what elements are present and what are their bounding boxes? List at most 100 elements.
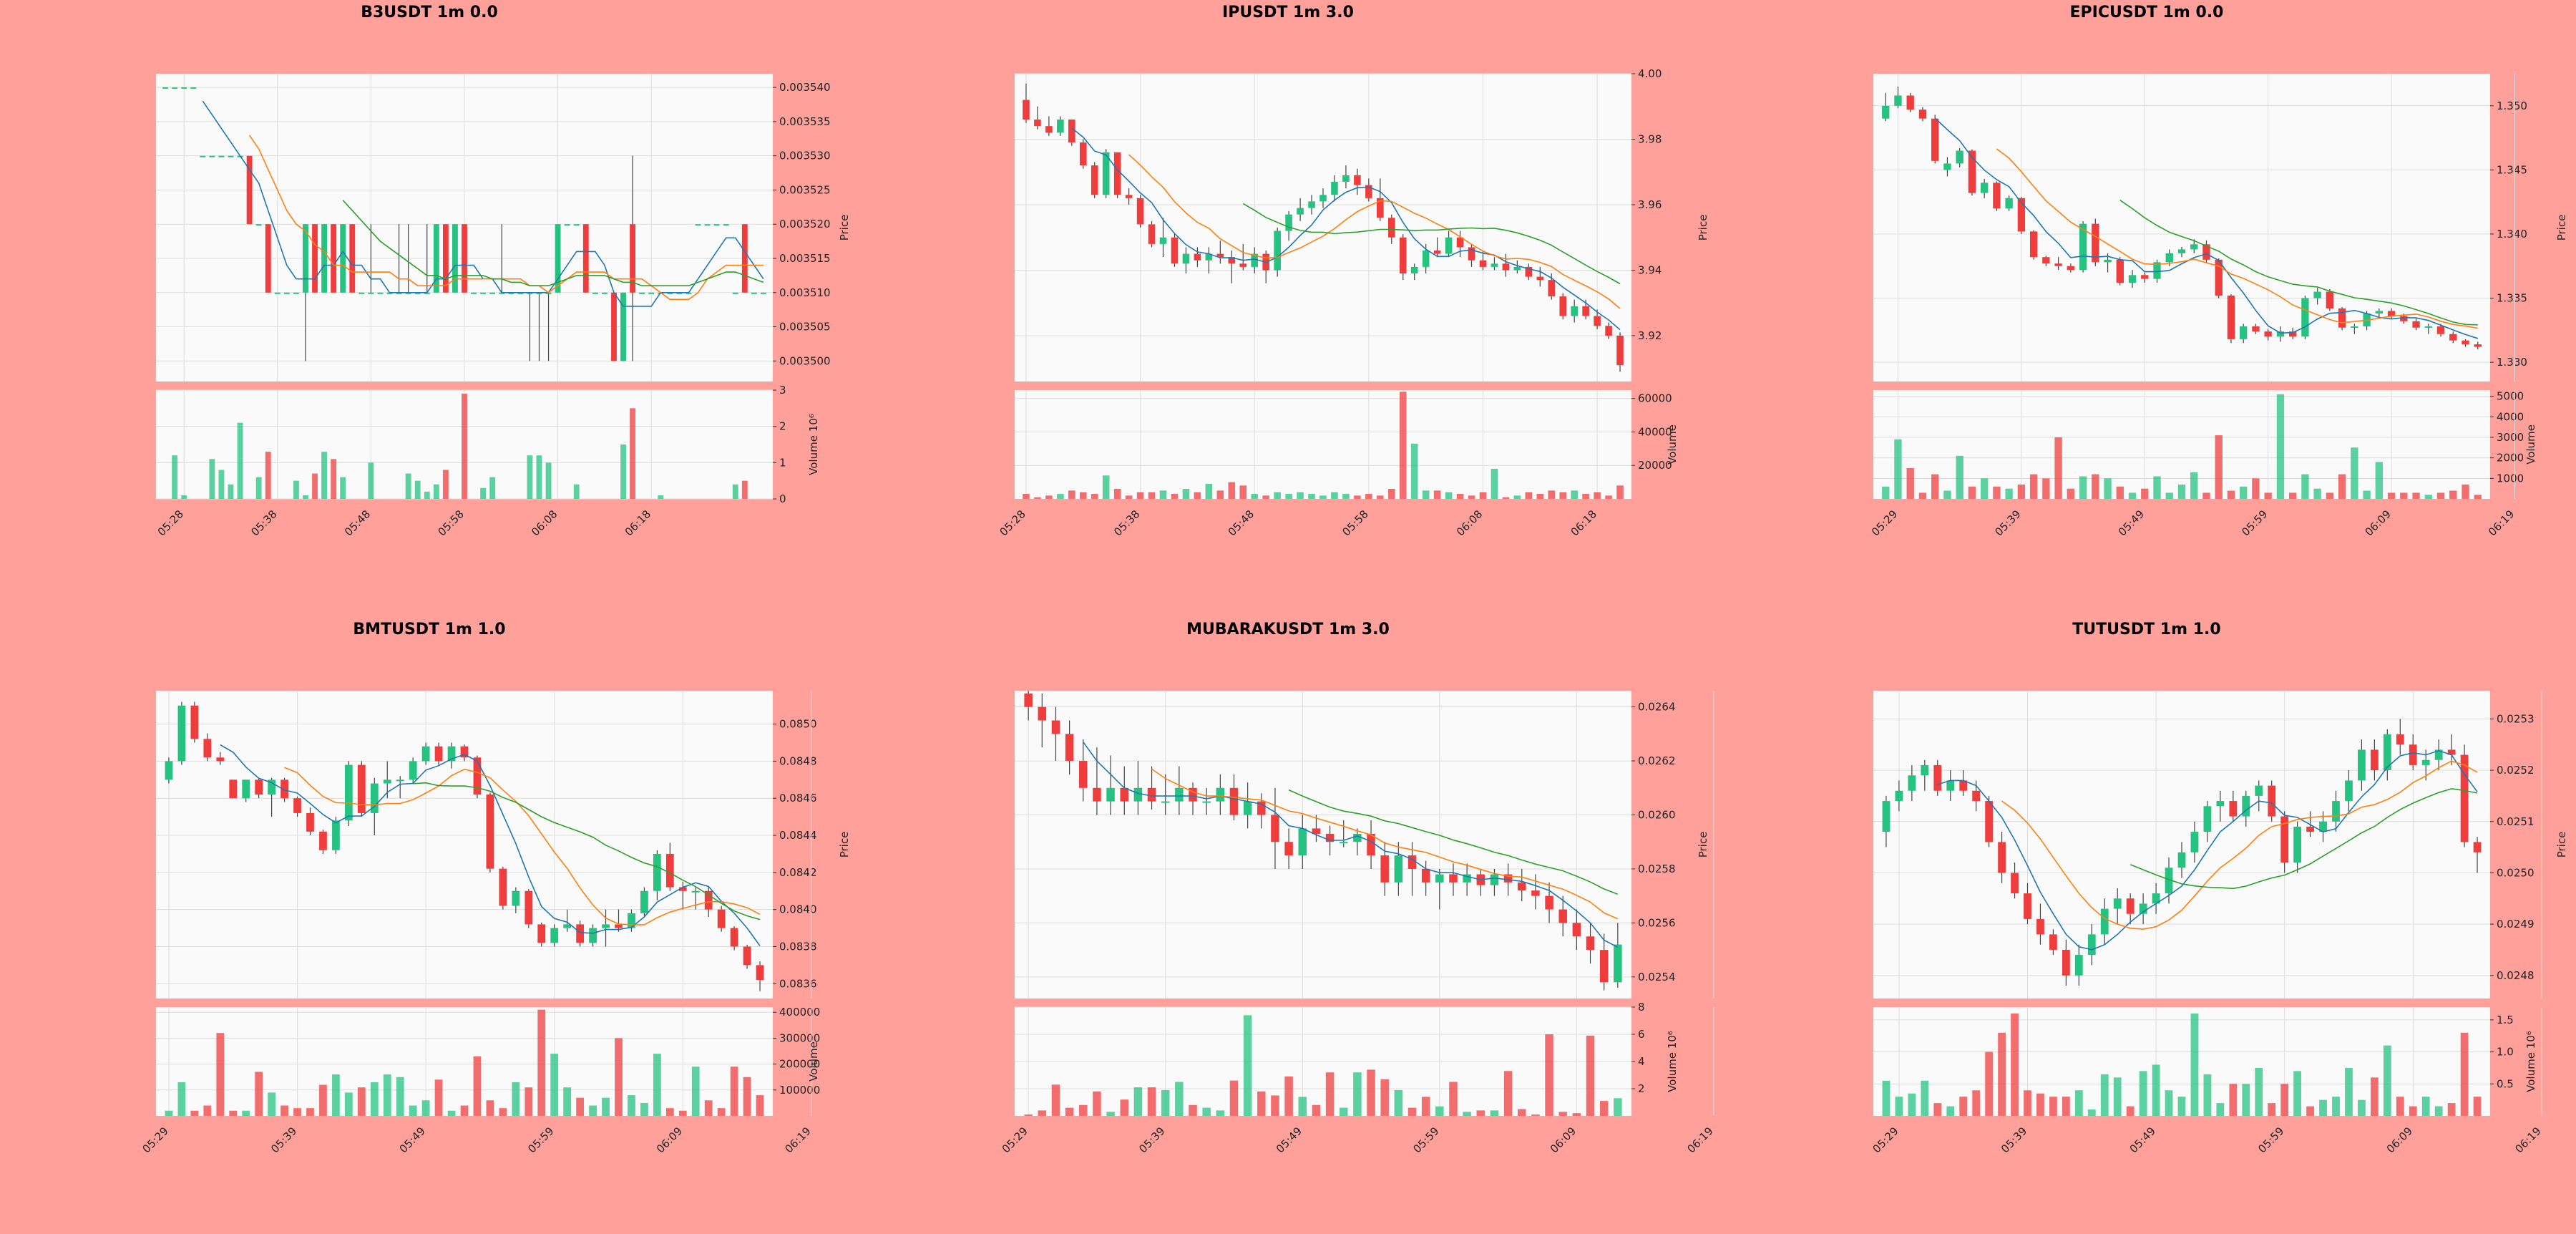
- candle-body: [1491, 263, 1498, 267]
- candle-body: [1068, 120, 1075, 143]
- volume-bar: [1906, 467, 1914, 499]
- volume-bar: [756, 1095, 764, 1116]
- candle-body: [405, 292, 411, 294]
- candle-body: [1057, 120, 1064, 133]
- volume-bar: [1106, 1112, 1115, 1116]
- candle-body: [1433, 251, 1441, 254]
- candle-body: [1365, 185, 1372, 198]
- volume-bar: [602, 1097, 610, 1116]
- candle-body: [1065, 734, 1074, 762]
- volume-bar: [265, 452, 271, 499]
- volume-bar: [1571, 490, 1578, 499]
- price-tick-label: 3.92: [1638, 329, 1662, 342]
- candle-body: [1354, 175, 1361, 185]
- volume-bar: [525, 1087, 533, 1116]
- candle-body: [2462, 340, 2469, 345]
- chart-2: IPUSDT 1m 3.0 3.92 3.94 3.96 3.98 4.00 20000 40…: [997, 4, 1709, 538]
- candle-body: [162, 87, 168, 89]
- candle-body: [1545, 895, 1553, 910]
- candle-body: [1616, 335, 1624, 366]
- volume-bar: [2424, 495, 2432, 499]
- volume-bar: [177, 1082, 186, 1116]
- candle-body: [1380, 855, 1389, 883]
- volume-bar: [1079, 492, 1087, 499]
- candle-body: [761, 292, 766, 294]
- volume-bar: [704, 1100, 713, 1116]
- volume-bar: [2190, 472, 2198, 499]
- price-tick-label: 0.0260: [1638, 809, 1676, 822]
- price-tick-label: 0.0251: [2497, 815, 2534, 828]
- volume-panel: [1015, 390, 1631, 499]
- volume-bar: [331, 459, 337, 499]
- volume-bar: [1921, 1080, 1929, 1116]
- volume-bar: [229, 1110, 238, 1116]
- time-tick-label: 06:08: [1454, 507, 1485, 538]
- candle-body: [321, 224, 328, 293]
- time-tick-label: 05:39: [268, 1124, 299, 1155]
- volume-bar: [1102, 475, 1110, 499]
- time-tick-label: 06:19: [1684, 1124, 1715, 1155]
- volume-bar: [1998, 1032, 2006, 1116]
- volume-bar: [2042, 478, 2050, 499]
- candle-body: [1456, 237, 1464, 248]
- volume-bar: [2293, 1071, 2302, 1116]
- candle-body: [165, 761, 173, 780]
- candle-body: [592, 292, 598, 294]
- volume-bar: [2104, 478, 2112, 499]
- time-tick-label: 05:39: [1136, 1124, 1167, 1155]
- candle-body: [319, 831, 327, 850]
- volume-bar: [1548, 490, 1556, 499]
- candle-body: [2153, 262, 2161, 279]
- volume-bar: [1946, 1106, 1955, 1116]
- volume-bar: [2306, 1106, 2314, 1116]
- candle-body: [1525, 266, 1533, 277]
- volume-bar: [2412, 492, 2420, 499]
- candle-body: [639, 292, 645, 294]
- price-tick-label: 1.345: [2497, 163, 2527, 176]
- volume-axis-label: Volume 10⁶: [2524, 1031, 2537, 1092]
- candle-body: [1503, 874, 1513, 883]
- volume-bar: [1572, 1113, 1581, 1116]
- volume-bar: [1229, 1080, 1239, 1116]
- volume-tick-label: 3: [779, 384, 786, 397]
- volume-bar: [2276, 394, 2285, 499]
- candle-body: [602, 924, 610, 928]
- volume-bar: [228, 484, 234, 499]
- candle-body: [648, 292, 655, 294]
- candle-body: [1229, 787, 1239, 815]
- price-tick-label: 0.0254: [1638, 971, 1676, 983]
- price-tick-label: 0.0262: [1638, 754, 1676, 767]
- time-tick-label: 05:49: [2127, 1124, 2158, 1155]
- volume-bar: [1968, 486, 1976, 499]
- candle-body: [1908, 775, 1916, 791]
- volume-tick-label: 2000: [2497, 452, 2524, 465]
- price-tick-label: 0.003510: [779, 286, 831, 299]
- candle-body: [1161, 801, 1170, 803]
- candle-body: [2424, 326, 2432, 328]
- candle-body: [723, 224, 729, 226]
- candle-body: [462, 224, 467, 293]
- chart-title: TUTUSDT 1m 1.0: [2072, 621, 2220, 638]
- candle-body: [1468, 247, 1475, 261]
- volume-bar: [2153, 476, 2161, 499]
- ma-mid-line: [284, 767, 761, 926]
- chart-title: MUBARAKUSDT 1m 3.0: [1186, 621, 1390, 638]
- candle-body: [576, 924, 585, 943]
- volume-bar: [2177, 484, 2186, 499]
- price-tick-label: 0.0252: [2497, 764, 2534, 777]
- time-tick-label: 05:29: [140, 1124, 170, 1155]
- candle-body: [653, 853, 661, 891]
- volume-bar: [321, 452, 328, 499]
- volume-bar: [1339, 1107, 1348, 1116]
- volume-bar: [2152, 1064, 2160, 1116]
- volume-bar: [1525, 492, 1533, 499]
- price-tick-label: 0.0840: [779, 903, 817, 916]
- candle-body: [704, 224, 711, 226]
- volume-bar: [280, 1105, 288, 1116]
- candle-body: [508, 292, 514, 294]
- volume-bar: [1380, 1079, 1389, 1116]
- candle-body: [265, 224, 271, 293]
- ma-fast-line: [1071, 127, 1621, 331]
- candle-body: [2276, 331, 2285, 337]
